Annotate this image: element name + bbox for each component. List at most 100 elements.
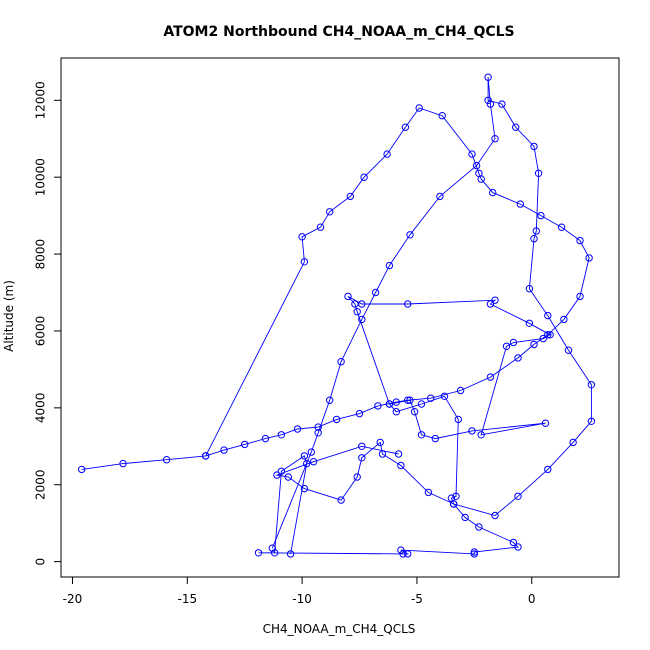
series-line	[81, 107, 590, 470]
data-point	[491, 296, 499, 304]
series-3	[268, 73, 596, 552]
data-point	[456, 386, 465, 395]
data-point	[514, 492, 522, 500]
data-point	[78, 465, 86, 474]
data-point	[314, 423, 322, 431]
data-point	[440, 392, 449, 400]
data-point	[530, 235, 538, 243]
data-point	[484, 96, 492, 105]
x-axis: -20 -15 -10 -5 0	[63, 576, 536, 606]
data-point	[286, 550, 295, 558]
y-axis-label: Altitude (m)	[2, 280, 16, 352]
series-1	[254, 292, 554, 558]
data-point	[273, 471, 281, 479]
data-point	[314, 429, 322, 437]
data-point	[477, 431, 485, 439]
data-point	[397, 461, 405, 470]
data-point	[587, 381, 596, 389]
data-point	[358, 315, 366, 324]
data-point	[470, 548, 478, 556]
data-point	[472, 161, 481, 170]
data-point	[576, 236, 584, 245]
data-point	[502, 342, 511, 350]
data-point	[119, 459, 127, 468]
data-point	[475, 523, 483, 531]
data-point	[544, 331, 552, 339]
data-point	[300, 452, 309, 460]
data-point	[277, 467, 286, 475]
data-point	[498, 100, 506, 108]
data-point	[470, 550, 478, 558]
data-point	[346, 192, 354, 201]
data-point	[530, 340, 538, 349]
x-axis-label: CH4_NOAA_m_CH4_QCLS	[263, 622, 416, 636]
data-point	[491, 511, 499, 520]
data-point	[358, 442, 366, 450]
data-point	[486, 100, 495, 108]
data-point	[525, 285, 534, 293]
data-point	[417, 431, 426, 439]
data-point	[392, 398, 400, 406]
data-point	[360, 173, 368, 181]
data-point	[454, 415, 462, 424]
x-tick-label: 0	[528, 592, 536, 606]
data-point	[539, 334, 547, 343]
data-point	[461, 513, 469, 522]
series-line	[271, 77, 592, 549]
data-point	[406, 231, 414, 239]
data-point	[525, 319, 534, 327]
series-2	[78, 104, 593, 474]
data-point	[530, 142, 538, 151]
data-point	[383, 150, 391, 158]
plot-frame	[60, 57, 620, 578]
y-tick-label: 2000	[34, 469, 48, 500]
data-point	[491, 135, 499, 143]
data-point	[557, 223, 566, 231]
data-point	[484, 73, 492, 81]
data-point	[424, 488, 433, 497]
data-point	[450, 500, 458, 508]
data-point	[541, 419, 550, 427]
data-point	[544, 465, 552, 474]
data-point	[399, 550, 407, 558]
data-point	[392, 408, 400, 416]
data-point	[270, 549, 279, 557]
data-point	[544, 311, 552, 320]
data-point	[587, 417, 596, 425]
x-tick-label: -10	[292, 592, 312, 606]
data-point	[564, 346, 573, 354]
data-point	[371, 288, 380, 297]
data-point	[512, 123, 520, 131]
data-point	[326, 208, 334, 216]
data-point	[585, 254, 593, 262]
data-point	[277, 431, 286, 439]
data-point	[415, 104, 423, 112]
data-point	[452, 492, 460, 500]
data-point	[401, 123, 410, 131]
data-point	[560, 315, 568, 324]
data-point	[337, 358, 345, 366]
data-point	[546, 331, 554, 339]
data-point	[268, 544, 276, 552]
y-tick-label: 12000	[34, 81, 48, 119]
data-point	[431, 434, 439, 443]
data-point	[326, 396, 334, 404]
data-point	[202, 452, 210, 460]
data-point	[353, 473, 361, 481]
data-point	[427, 394, 435, 402]
series-layer	[78, 73, 596, 558]
data-point	[300, 484, 309, 493]
series-line	[258, 296, 552, 555]
data-point	[516, 200, 524, 208]
data-point	[303, 459, 311, 468]
data-point	[337, 496, 345, 504]
data-point	[514, 543, 522, 551]
data-point	[374, 402, 382, 410]
data-point	[397, 546, 405, 554]
data-point	[293, 425, 302, 433]
data-point	[438, 112, 446, 120]
data-point	[284, 473, 292, 481]
data-point	[220, 446, 228, 454]
x-tick-label: -20	[63, 592, 83, 606]
